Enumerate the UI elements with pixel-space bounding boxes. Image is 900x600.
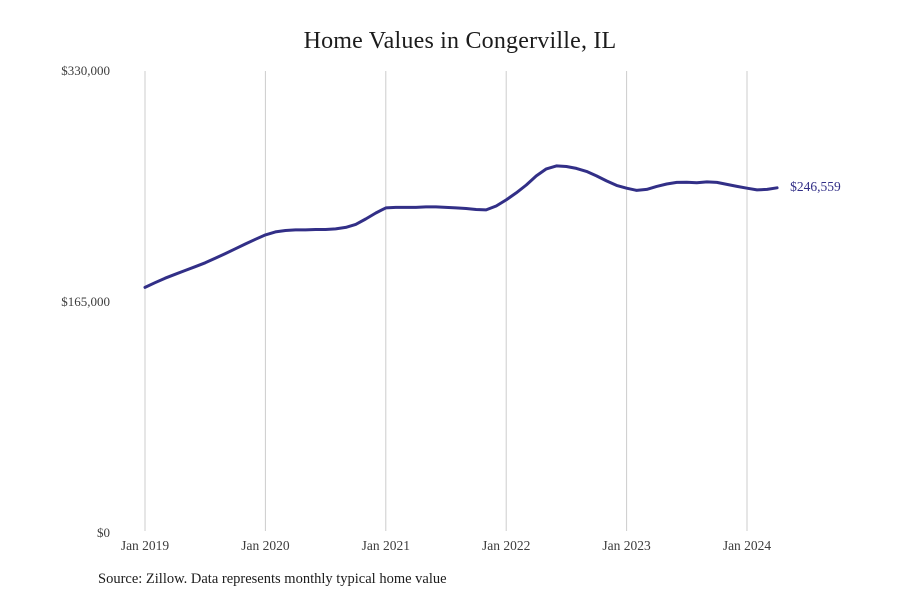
source-note: Source: Zillow. Data represents monthly … xyxy=(98,571,447,587)
y-axis-tick-330000: $330,000 xyxy=(61,63,110,78)
home-value-trend-line xyxy=(143,164,779,289)
x-axis-tick-jan-2022: Jan 2022 xyxy=(482,538,531,553)
x-axis-tick-jan-2019: Jan 2019 xyxy=(120,538,170,553)
y-axis-tick-165000: $165,000 xyxy=(61,294,110,309)
latest-value-label: $246,559 xyxy=(790,178,841,194)
x-axis-tick-jan-2024: Jan 2024 xyxy=(722,538,772,553)
chart-title: Home Values in Congerville, IL xyxy=(303,28,617,54)
x-axis-tick-jan-2020: Jan 2020 xyxy=(241,538,290,553)
x-axis-tick-jan-2021: Jan 2021 xyxy=(361,538,410,553)
x-axis-tick-jan-2023: Jan 2023 xyxy=(602,538,651,553)
y-axis-tick-0: $0 xyxy=(97,525,110,540)
